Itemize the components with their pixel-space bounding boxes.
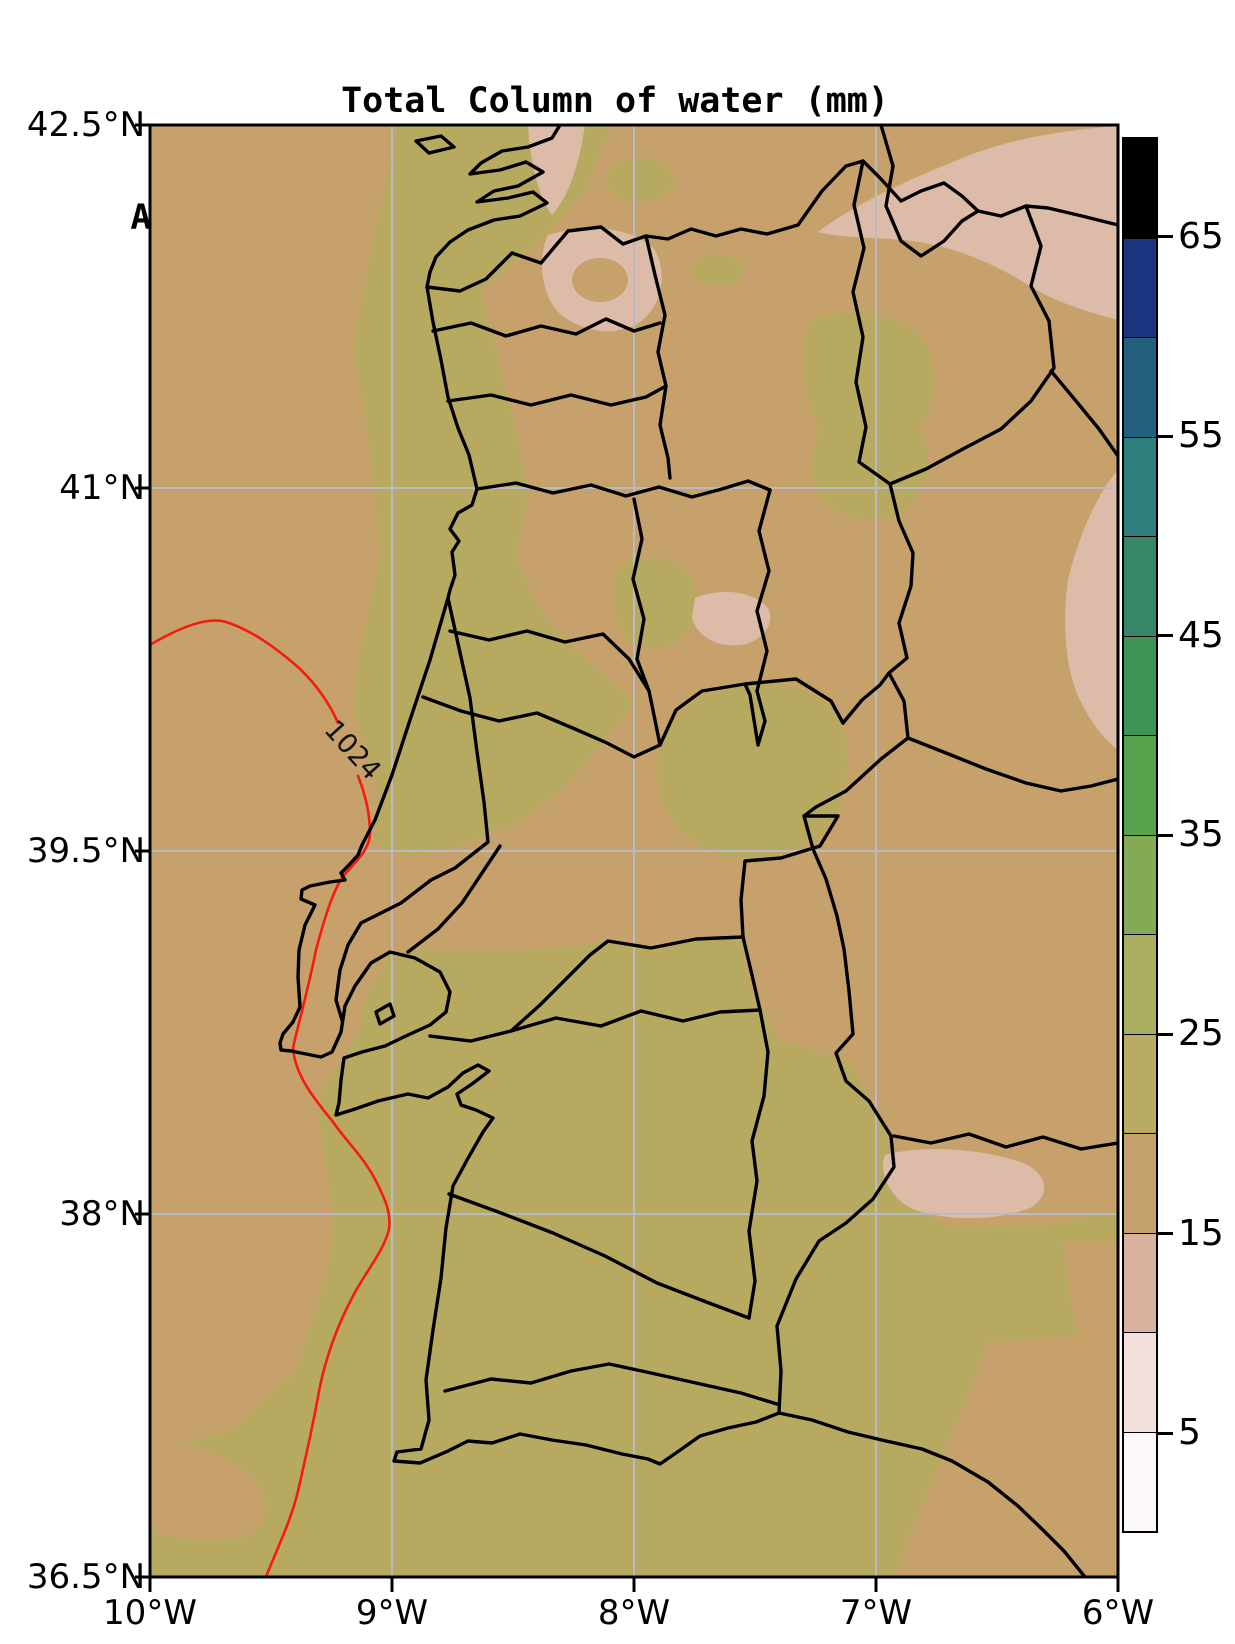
colorbar-segment [1124,835,1156,935]
colorbar-tick-label: 15 [1178,1212,1224,1254]
colorbar-segment [1124,338,1156,438]
district-boundaries [334,159,892,1406]
spain-portugal-border-north [425,159,1118,293]
pink-patch-top-band [528,125,585,215]
colorbar-segment [1124,1333,1156,1433]
colorbar-tick-label: 35 [1178,814,1224,855]
tan-patch-east-alentejo [743,862,1118,1226]
tan-patch-ocean-sw-2 [150,1444,266,1541]
colorbar-tick-mark [1158,1431,1173,1435]
colorbar-segment [1124,1233,1156,1333]
colorbar-tick-label: 55 [1178,415,1224,457]
lon-tick-10W: 10°W [103,1593,197,1633]
colorbar-segment [1124,1034,1156,1134]
lat-tick-38N: 38°N [59,1194,145,1234]
colorbar-segment [1124,636,1156,736]
khaki-patch-castelo-branco [656,682,848,860]
lat-tick-42-5N: 42.5°N [26,105,145,145]
axis-tick-marks [135,123,1120,1592]
pink-patch-badajoz [883,1149,1045,1219]
gridlines [150,125,1118,1577]
colorbar-segment [1124,935,1156,1035]
colorbar-tick-mark [1158,1032,1173,1036]
khaki-coastal-band [353,125,635,856]
tan-patch-southeast-corner [893,1332,1118,1577]
colorbar-segment [1124,1432,1156,1531]
colorbar-segment [1124,736,1156,836]
lat-tick-39-5N: 39.5°N [26,831,145,871]
colorbar [1122,137,1158,1533]
lon-tick-9W: 9°W [355,1593,429,1633]
colorbar-segment [1124,238,1156,338]
lat-tick-36-5N: 36.5°N [26,1557,145,1597]
lon-tick-7W: 7°W [839,1593,913,1633]
colorbar-tick-label: 45 [1178,614,1224,656]
colorbar-tick-mark [1158,634,1173,638]
colorbar-tick-mark [1158,235,1173,239]
coastline-path [278,125,1087,1577]
pink-patch-northeast [818,126,1118,320]
pink-patch-pinhao [692,592,771,646]
spain-portugal-border-east [775,204,1056,1415]
colorbar-tick-label: 25 [1178,1013,1224,1055]
tan-patch-ocean-sw-1 [182,1267,275,1393]
colorbar-tick-label: 65 [1178,215,1224,257]
lat-tick-41N: 41°N [59,468,145,508]
tan-patch-right-edge [1062,1241,1118,1341]
spanish-region-boundaries [879,125,1118,1151]
khaki-patch-north-2 [692,254,744,286]
colorbar-segment [1124,1134,1156,1234]
colorbar-tick-label: 5 [1178,1412,1201,1454]
colorbar-tick-mark [1158,434,1173,438]
pink-patch-douro-hole [572,258,628,302]
colorbar-tick-mark [1158,833,1173,837]
colorbar-tick-mark [1158,1232,1173,1236]
khaki-patch-viseu [614,557,696,649]
tejo-sandbank-sliver [374,1002,396,1026]
colorbar-segment [1124,537,1156,637]
pink-patch-east-edge [1065,470,1118,750]
lon-tick-8W: 8°W [597,1593,671,1633]
khaki-patch-north-1 [605,158,675,202]
lon-tick-6W: 6°W [1081,1593,1155,1633]
colorbar-segment [1124,437,1156,537]
khaki-patch-guarda [803,311,935,520]
ria-island-sliver [414,134,456,155]
colorbar-segment [1124,139,1156,239]
title-variable: Total Column of water (mm) [341,81,889,121]
